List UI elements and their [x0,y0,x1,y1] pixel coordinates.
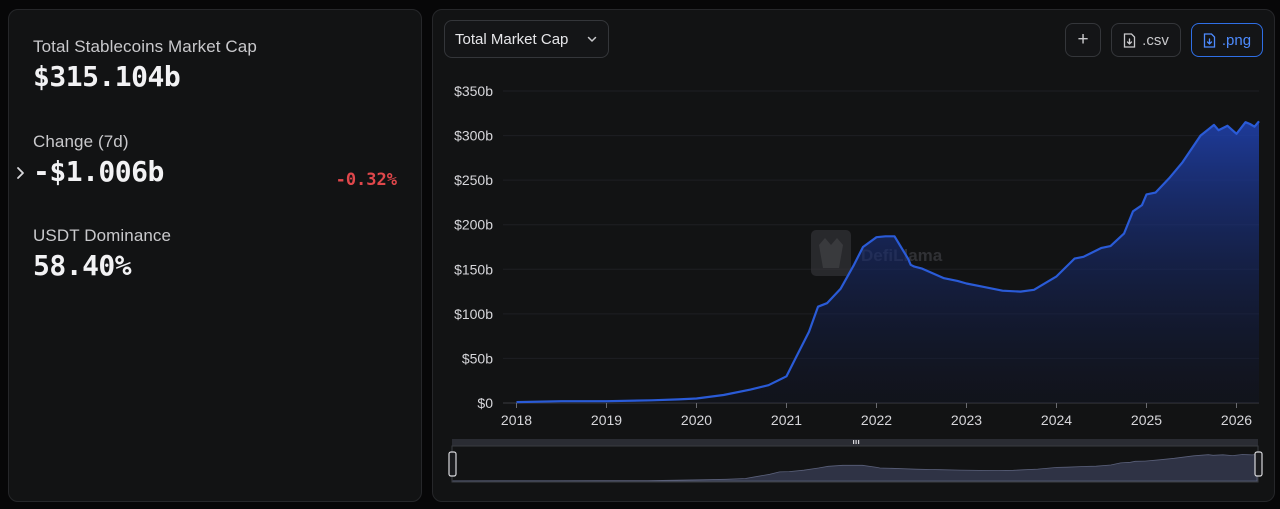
brush-left-handle[interactable] [448,451,457,477]
brush-preview-area [452,453,1258,482]
y-tick-label: $100b [454,306,493,322]
dominance-stat: USDT Dominance 58.40% [33,226,171,282]
market-cap-stat: Total Stablecoins Market Cap $315.104b [33,37,257,93]
chart-area [516,121,1259,404]
dominance-value: 58.40% [33,249,132,282]
range-brush[interactable] [433,438,1274,486]
csv-label: .csv [1142,31,1169,49]
file-download-icon [1203,32,1216,48]
change-label: Change (7d) [33,132,129,151]
y-tick-label: $0 [477,395,493,411]
download-png-button[interactable]: .png [1191,23,1263,57]
png-label: .png [1221,31,1252,49]
chevron-down-icon [587,36,597,42]
x-tick-label: 2022 [861,412,892,428]
file-download-icon [1124,32,1136,48]
brush-grip-icon[interactable] [853,440,860,444]
change-value: -$1.006b [33,155,164,188]
y-tick-label: $150b [454,261,493,277]
y-tick-label: $250b [454,172,493,188]
x-tick-label: 2023 [951,412,982,428]
add-button[interactable]: + [1065,23,1101,57]
x-tick-label: 2026 [1221,412,1252,428]
x-tick-label: 2018 [501,412,532,428]
x-tick-label: 2019 [591,412,622,428]
download-csv-button[interactable]: .csv [1111,23,1181,57]
y-tick-label: $300b [454,128,493,144]
y-tick-label: $350b [454,83,493,99]
chart-type-dropdown[interactable]: Total Market Cap [444,20,609,58]
add-label: + [1077,29,1089,50]
change-stat: Change (7d) -$1.006b [33,132,164,188]
market-cap-value: $315.104b [33,60,181,93]
chart-panel: Total Market Cap + .csv .png [432,9,1275,502]
chart-line [516,120,1260,404]
y-tick-label: $200b [454,217,493,233]
dominance-label: USDT Dominance [33,226,172,245]
brush-right-handle[interactable] [1254,451,1263,477]
x-tick-label: 2025 [1131,412,1162,428]
change-percent: -0.32% [335,170,397,190]
chart-type-label: Total Market Cap [455,30,569,48]
chevron-right-icon[interactable] [13,165,29,181]
market-cap-label: Total Stablecoins Market Cap [33,37,257,56]
market-cap-chart: DefiLlama $0$50b$100b$150b$200b$250b$300… [454,83,1260,428]
x-tick-label: 2024 [1041,412,1072,428]
x-tick-label: 2021 [771,412,802,428]
x-tick-label: 2020 [681,412,712,428]
y-tick-label: $50b [462,350,493,366]
stats-panel: Total Stablecoins Market Cap $315.104b C… [8,9,422,502]
